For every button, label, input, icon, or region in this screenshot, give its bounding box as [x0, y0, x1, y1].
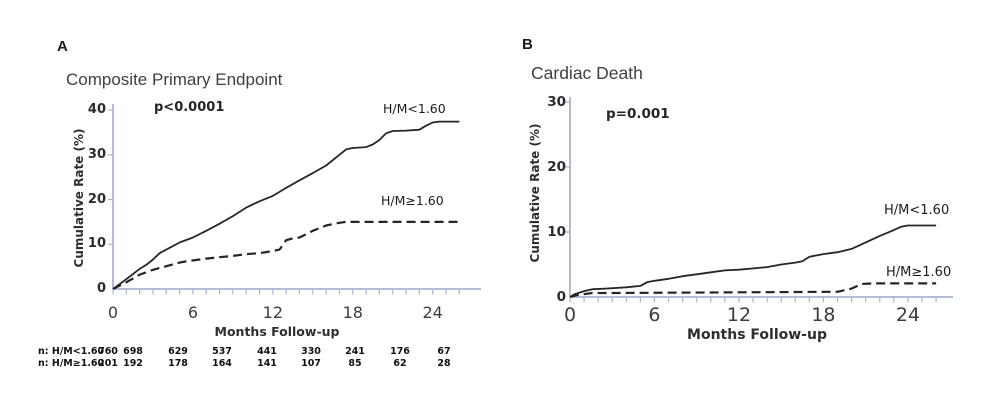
- y-tick-label: 20: [87, 191, 106, 207]
- panel-a-x-axis-label: Months Follow-up: [214, 324, 340, 339]
- panel-b-title: Cardiac Death: [531, 63, 643, 83]
- risk-count: 441: [257, 346, 277, 357]
- panel-a-title: Composite Primary Endpoint: [66, 70, 283, 89]
- y-tick-label: 30: [547, 94, 566, 110]
- panel-b-dashed-curve-label: H/M≥1.60: [886, 265, 952, 280]
- y-tick-label: 10: [87, 236, 106, 252]
- risk-count: 629: [168, 346, 188, 357]
- y-tick-label: 30: [87, 146, 106, 162]
- panel-b-y-axis-label: Cumulative Rate (%): [528, 123, 542, 263]
- risk-count: 330: [301, 346, 321, 357]
- risk-count: 760: [98, 346, 118, 357]
- curve-solid: [569, 224, 937, 298]
- risk-count: 698: [123, 346, 143, 357]
- risk-count: 241: [345, 346, 365, 357]
- risk-count: 67: [437, 346, 451, 357]
- curve-dashed: [569, 282, 937, 299]
- x-tick-label: 18: [811, 304, 836, 326]
- x-tick-label: 6: [648, 304, 661, 326]
- x-tick-label: 12: [726, 304, 752, 326]
- x-tick-label: 0: [563, 304, 577, 326]
- x-tick-label: 24: [422, 303, 443, 322]
- panel-b-solid-curve-label: H/M<1.60: [884, 203, 950, 218]
- y-tick-label: 0: [556, 289, 566, 305]
- panel-a-letter: A: [57, 38, 68, 55]
- panel-a-p-value: p<0.0001: [154, 100, 225, 115]
- panel-b-x-axis-label: Months Follow-up: [687, 327, 827, 343]
- risk-count: 201: [98, 358, 118, 369]
- y-tick-label: 20: [547, 159, 566, 175]
- x-tick-label: 24: [895, 304, 920, 326]
- panel-b-p-value: p=0.001: [606, 106, 670, 122]
- risk-count: 537: [212, 346, 232, 357]
- risk-count: 107: [301, 358, 321, 369]
- y-tick-label: 0: [96, 281, 106, 296]
- risk-count: 28: [437, 358, 451, 369]
- risk-count: 141: [257, 358, 277, 369]
- curve-solid: [112, 120, 460, 290]
- panel-b-letter: B: [522, 36, 533, 53]
- x-tick-label: 12: [262, 303, 284, 322]
- panel-a-dashed-curve-label: H/M≥1.60: [381, 193, 444, 208]
- risk-count: 62: [393, 358, 407, 369]
- x-tick-label: 0: [107, 303, 119, 322]
- risk-count: 192: [123, 358, 143, 369]
- curve-dashed: [112, 220, 460, 290]
- risk-count: 178: [168, 358, 188, 369]
- y-tick-label: 40: [87, 102, 106, 117]
- risk-row-label: n: H/M<1.60: [38, 346, 105, 357]
- y-tick-label: 10: [547, 224, 566, 240]
- risk-count: 85: [348, 358, 362, 369]
- risk-count: 164: [212, 358, 232, 369]
- risk-row-label: n: H/M≥1.60: [38, 358, 105, 369]
- x-tick-label: 18: [342, 303, 363, 322]
- x-tick-label: 6: [187, 303, 198, 322]
- risk-count: 176: [390, 346, 410, 357]
- panel-a-solid-curve-label: H/M<1.60: [383, 101, 446, 116]
